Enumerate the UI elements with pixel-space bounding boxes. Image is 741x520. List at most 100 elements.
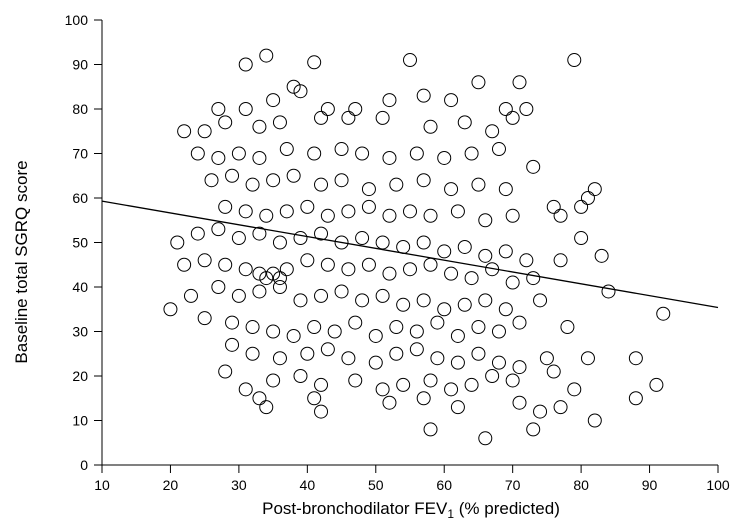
data-point	[505, 275, 520, 290]
data-point	[587, 182, 602, 197]
x-tick-label: 80	[573, 477, 589, 493]
data-point	[211, 102, 226, 116]
data-point	[197, 124, 212, 139]
data-point	[218, 199, 233, 214]
data-point	[211, 280, 226, 294]
x-axis-ticks: 10 20 30 40 50 60 70 80 90 100	[94, 465, 730, 493]
data-point	[279, 142, 294, 157]
data-point	[177, 257, 192, 272]
data-point	[389, 177, 404, 192]
data-point	[334, 173, 349, 188]
data-point	[272, 271, 287, 286]
y-tick-label: 20	[72, 368, 88, 384]
data-point	[533, 293, 548, 308]
data-point	[512, 75, 527, 90]
y-tick-label: 70	[72, 146, 88, 162]
data-point	[478, 213, 493, 228]
data-point	[656, 306, 671, 321]
data-point	[252, 266, 267, 281]
data-point	[170, 235, 185, 250]
y-tick-label: 80	[72, 101, 88, 117]
data-point	[478, 248, 493, 263]
x-tick-label: 90	[642, 477, 658, 493]
data-point	[225, 315, 240, 330]
data-point	[252, 226, 267, 241]
data-point	[266, 93, 281, 108]
data-point	[259, 48, 274, 63]
data-point	[204, 173, 219, 188]
data-point	[190, 146, 205, 161]
x-tick-label: 20	[163, 477, 179, 493]
data-point	[183, 288, 198, 303]
data-point	[444, 93, 459, 108]
data-point	[375, 110, 390, 125]
axes	[101, 20, 718, 466]
data-point	[368, 355, 383, 370]
data-point	[403, 262, 417, 277]
data-point	[320, 257, 335, 272]
data-point	[355, 231, 370, 246]
data-point	[231, 231, 246, 246]
data-point	[471, 346, 486, 361]
data-point	[334, 284, 349, 299]
data-point	[252, 284, 267, 299]
data-point	[478, 431, 493, 446]
y-tick-label: 60	[72, 190, 88, 206]
data-point	[197, 311, 212, 326]
x-tick-label: 30	[231, 477, 247, 493]
data-point	[512, 360, 527, 375]
data-point	[546, 364, 561, 379]
data-point	[238, 382, 253, 397]
data-point	[279, 262, 294, 277]
data-point	[225, 168, 240, 183]
data-point	[334, 142, 349, 157]
data-point	[423, 208, 438, 223]
data-point	[594, 248, 609, 263]
data-point	[450, 355, 465, 370]
x-tick-label: 100	[706, 477, 730, 493]
data-point	[628, 391, 643, 406]
data-point	[491, 142, 506, 157]
data-point	[423, 422, 438, 437]
y-tick-label: 40	[72, 279, 88, 295]
data-point	[361, 199, 376, 214]
data-point	[423, 257, 438, 272]
data-point	[341, 204, 356, 219]
data-point	[190, 226, 205, 241]
data-point	[314, 288, 329, 303]
data-point	[266, 324, 281, 339]
data-point	[526, 159, 541, 174]
data-point	[553, 400, 568, 415]
data-point	[396, 377, 411, 392]
data-point	[409, 146, 424, 161]
data-point	[211, 150, 226, 165]
data-point	[450, 400, 465, 415]
data-point	[320, 342, 335, 357]
data-point	[307, 320, 322, 335]
trend-line	[101, 200, 719, 309]
data-point	[314, 177, 329, 192]
data-point	[320, 102, 335, 116]
data-point	[505, 373, 520, 388]
data-point	[307, 146, 322, 161]
data-point	[526, 422, 541, 437]
data-point	[533, 404, 548, 419]
data-point	[423, 373, 438, 388]
data-point	[320, 208, 335, 223]
data-point	[580, 351, 595, 366]
data-point	[382, 266, 397, 281]
y-tick-label: 50	[72, 235, 88, 251]
data-points	[163, 48, 671, 446]
data-point	[272, 115, 287, 130]
data-point	[348, 102, 363, 116]
data-point	[238, 102, 253, 116]
data-point	[457, 115, 472, 130]
x-tick-label: 60	[436, 477, 452, 493]
data-point	[464, 146, 479, 161]
y-tick-label: 30	[72, 324, 88, 340]
data-point	[498, 102, 513, 116]
data-point	[478, 293, 493, 308]
data-point	[327, 324, 342, 339]
data-point	[491, 324, 506, 339]
x-tick-label: 70	[505, 477, 521, 493]
